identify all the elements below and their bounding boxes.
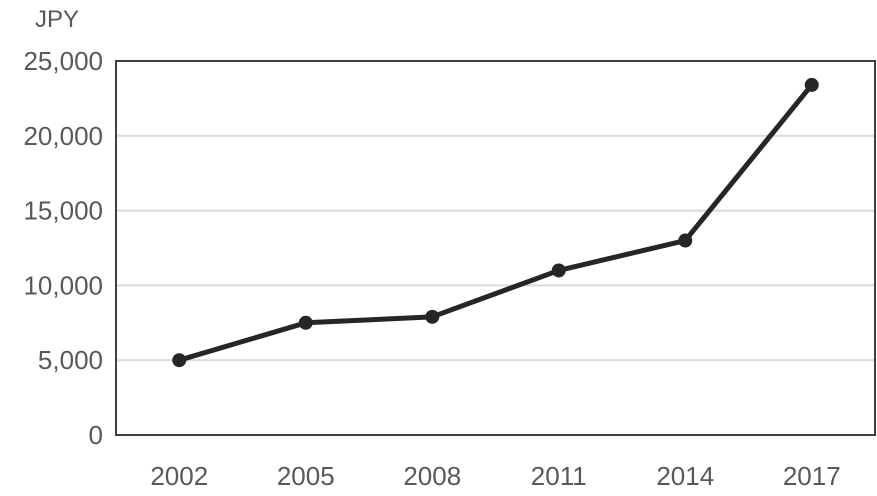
data-point-2008: [425, 309, 440, 324]
y-tick-label: 20,000: [23, 121, 103, 151]
x-tick-label: 2002: [150, 461, 208, 491]
x-tick-label: 2014: [656, 461, 714, 491]
x-tick-labels-group: 2002 2005 2008 2011 2014 2017: [150, 461, 840, 491]
data-line: [176, 82, 815, 363]
data-point-2005: [298, 315, 313, 330]
data-point-2017: [804, 77, 819, 92]
y-tick-label: 0: [89, 420, 103, 450]
y-tick-label: 15,000: [23, 196, 103, 226]
gridlines-group: [116, 134, 875, 362]
x-tick-label: 2017: [783, 461, 841, 491]
y-tick-label: 25,000: [23, 46, 103, 76]
plot-frame-group: [115, 60, 876, 436]
y-tick-label: 10,000: [23, 270, 103, 300]
x-tick-label: 2008: [403, 461, 461, 491]
data-series-group: [172, 77, 819, 368]
data-point-2002: [172, 353, 187, 368]
data-point-2014: [678, 233, 693, 248]
x-tick-label: 2011: [531, 461, 587, 491]
plot-border: [115, 60, 876, 436]
y-tick-labels-group: 0 5,000 10,000 15,000 20,000 25,000: [23, 46, 103, 450]
x-tick-label: 2005: [277, 461, 335, 491]
data-point-2011: [551, 263, 566, 278]
y-tick-label: 5,000: [38, 345, 103, 375]
y-axis-title: JPY: [35, 6, 79, 33]
